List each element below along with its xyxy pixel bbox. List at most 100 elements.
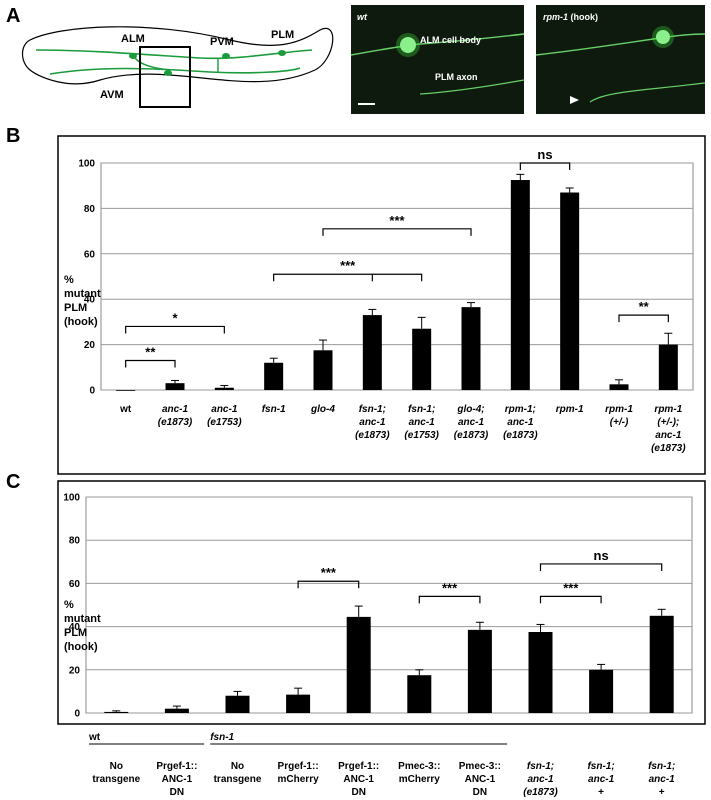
chart-b-significance-label: ** xyxy=(639,299,650,314)
chart-c-y-tick-label: 60 xyxy=(69,579,81,590)
chart-c-bar xyxy=(225,695,250,713)
chart-b-category-label-line: rpm-1 xyxy=(605,404,633,415)
chart-c-bar xyxy=(467,629,492,713)
chart-b-category-label-line: rpm-1; xyxy=(505,404,536,415)
chart-c-category-label: No transgene xyxy=(92,761,140,785)
chart-c-category-label-line: (e1873) xyxy=(523,787,558,798)
chart-b-y-axis-label-line: mutant xyxy=(64,288,101,300)
chart-c-category-label-line: No xyxy=(231,761,244,772)
chart-c-category-label-line: ANC-1 xyxy=(343,774,374,785)
chart-c-significance-bracket xyxy=(297,580,360,589)
chart-c-bar xyxy=(286,694,311,713)
chart-b-category-label-line: anc-1 xyxy=(162,404,189,415)
chart-b-category-label: fsn-1; anc-1 (e1873) xyxy=(355,404,390,441)
chart-c-category-label: Pmec-3:: mCherry xyxy=(398,761,440,785)
chart-c-significance-bracket xyxy=(539,563,663,571)
chart-c-bar xyxy=(528,632,553,713)
chart-c-category-label-line: DN xyxy=(170,787,184,798)
chart-b-significance-bracket xyxy=(125,325,225,334)
chart-c-y-tick-label: 20 xyxy=(69,665,81,676)
chart-c-bar xyxy=(407,675,432,713)
chart-c-bar xyxy=(164,708,189,713)
chart-c-significance-label: ns xyxy=(594,548,609,563)
micrograph-wt-label-cell-body: ALM cell body xyxy=(420,35,481,45)
chart-b-category-label-line: anc-1 xyxy=(211,404,238,415)
chart-c-y-axis-label: % mutant PLM (hook) xyxy=(64,599,101,653)
chart-b-category-label-line: anc-1 xyxy=(655,430,682,441)
chart-b-category-label-line: (e1753) xyxy=(404,430,439,441)
chart-b-category-label-line: (e1873) xyxy=(355,430,390,441)
chart-b-y-tick-label: 20 xyxy=(84,340,96,351)
chart-b-category-label-line: (e1873) xyxy=(651,443,686,454)
chart-b-bar xyxy=(165,383,185,390)
micrograph-wt: wt ALM cell body PLM axon xyxy=(350,5,525,114)
chart-b-category-label-line: (+/-) xyxy=(610,417,629,428)
chart-b-category-label-line: anc-1 xyxy=(507,417,534,428)
chart-c-category-label: fsn-1;anc-1+Pmec-7::ANC-1 xyxy=(580,761,622,800)
chart-c-category-label-line: mCherry xyxy=(399,774,441,785)
chart-c-category-label-line: transgene xyxy=(214,774,262,785)
chart-b-category-label: anc-1 (e1753) xyxy=(207,404,242,428)
chart-c-category-label-line: + xyxy=(598,787,604,798)
chart-b-bar xyxy=(362,315,382,390)
chart-c-significance-label: *** xyxy=(442,580,458,595)
chart-b-category-label: fsn-1 xyxy=(262,404,286,415)
chart-c-category-label-line: anc-1 xyxy=(588,774,615,785)
chart-b-category-label-line: glo-4; xyxy=(456,404,484,415)
chart-c-bar xyxy=(589,669,614,713)
panel-label-c: C xyxy=(6,471,20,493)
chart-b: 0 20 40 60 80 100% mutant PLM (hook) wt anc-1 (e187… xyxy=(64,147,694,454)
chart-c-category-label-line: fsn-1; xyxy=(648,761,675,772)
chart-c-y-tick-label: 40 xyxy=(69,622,81,633)
chart-c-bar xyxy=(649,615,674,713)
chart-c-bar xyxy=(346,616,371,713)
chart-b-category-label-line: anc-1 xyxy=(458,417,485,428)
chart-c-category-label-line: ANC-1 xyxy=(162,774,193,785)
chart-b-category-label-line: (e1753) xyxy=(207,417,242,428)
chart-c-category-label-line: + xyxy=(659,787,665,798)
chart-b-significance-label: ns xyxy=(537,147,552,162)
micrograph-rpm1-title: rpm-1 (hook) xyxy=(543,12,598,22)
chart-b-category-label: rpm-1 (+/-) xyxy=(605,404,633,428)
chart-c-category-label: Pmec-3:: ANC-1 DN xyxy=(459,761,501,798)
chart-c-y-axis-label-line: (hook) xyxy=(64,641,98,653)
chart-c-category-label-line: Pmec-3:: xyxy=(398,761,440,772)
chart-c-y-tick-label: 80 xyxy=(69,536,81,547)
chart-b-bar xyxy=(214,387,234,390)
chart-b-bar xyxy=(510,180,530,390)
chart-c-category-label-line: Prgef-1:: xyxy=(278,761,319,772)
chart-b-category-label-line: anc-1 xyxy=(359,417,386,428)
chart-b-bar xyxy=(658,344,678,390)
chart-c-category-label-line: Prgef-1:: xyxy=(156,761,197,772)
chart-c-y-tick-label: 0 xyxy=(74,709,80,720)
chart-c-category-label: fsn-1; anc-1 (e1873) xyxy=(523,761,558,798)
chart-c-category-label-line: Prgef-1:: xyxy=(338,761,379,772)
chart-b-category-label-line: fsn-1; xyxy=(408,404,435,415)
chart-c-y-axis-label-line: % xyxy=(64,599,74,611)
panel-b-frame xyxy=(57,135,706,475)
micrograph-wt-title: wt xyxy=(357,12,368,22)
schematic-label-plm: PLM xyxy=(271,29,294,41)
chart-b-category-label-line: rpm-1 xyxy=(654,404,682,415)
chart-b-significance-label: *** xyxy=(389,213,405,228)
chart-b-y-axis-label-line: % xyxy=(64,274,74,286)
chart-b-category-label-line: (e1873) xyxy=(454,430,489,441)
chart-b-bar xyxy=(412,328,432,390)
chart-b-significance-bracket xyxy=(322,228,472,236)
chart-c-group-label: fsn-1 xyxy=(210,732,234,743)
chart-b-category-label-line: wt xyxy=(119,404,132,415)
chart-b-category-label: rpm-1; anc-1 (e1873) xyxy=(503,404,538,441)
chart-c-category-label-line: transgene xyxy=(92,774,140,785)
schematic-label-pvm: PVM xyxy=(210,36,234,48)
chart-b-plot-area xyxy=(100,162,694,391)
chart-c-category-label: No transgene xyxy=(214,761,262,785)
chart-c-y-axis-label-line: PLM xyxy=(64,627,87,639)
chart-c-category-label: Prgef-1:: ANC-1 DN xyxy=(338,761,379,798)
micrograph-wt-label-axon: PLM axon xyxy=(435,72,478,82)
chart-c-category-label-line: Pmec-3:: xyxy=(459,761,501,772)
chart-b-bar xyxy=(264,362,284,390)
chart-c-significance-label: *** xyxy=(321,565,337,580)
chart-b-significance-label: ** xyxy=(145,344,156,359)
chart-c-significance-bracket xyxy=(418,595,481,604)
chart-b-category-label: rpm-1 (+/-); anc-1 (e1873) xyxy=(651,404,686,454)
